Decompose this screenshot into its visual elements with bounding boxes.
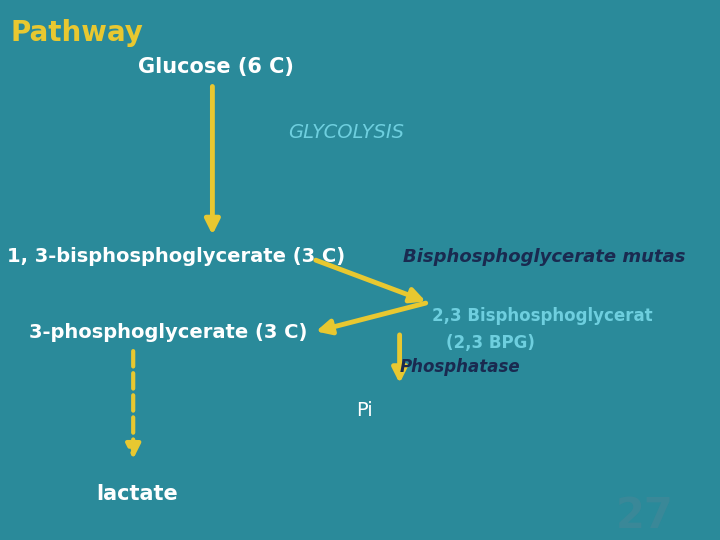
Text: 27: 27	[616, 495, 673, 537]
Text: Pathway: Pathway	[11, 19, 144, 47]
Text: Bisphosphoglycerate mutas: Bisphosphoglycerate mutas	[403, 247, 685, 266]
Text: GLYCOLYSIS: GLYCOLYSIS	[288, 123, 404, 142]
Text: Pi: Pi	[356, 401, 373, 420]
Text: (2,3 BPG): (2,3 BPG)	[446, 334, 535, 352]
Text: 2,3 Bisphosphoglycerat: 2,3 Bisphosphoglycerat	[432, 307, 652, 325]
Text: Phosphatase: Phosphatase	[400, 358, 521, 376]
Text: 1, 3-bisphosphoglycerate (3 C): 1, 3-bisphosphoglycerate (3 C)	[7, 247, 346, 266]
Text: lactate: lactate	[96, 484, 178, 504]
Text: Glucose (6 C): Glucose (6 C)	[138, 57, 294, 78]
Text: 3-phosphoglycerate (3 C): 3-phosphoglycerate (3 C)	[29, 322, 307, 342]
